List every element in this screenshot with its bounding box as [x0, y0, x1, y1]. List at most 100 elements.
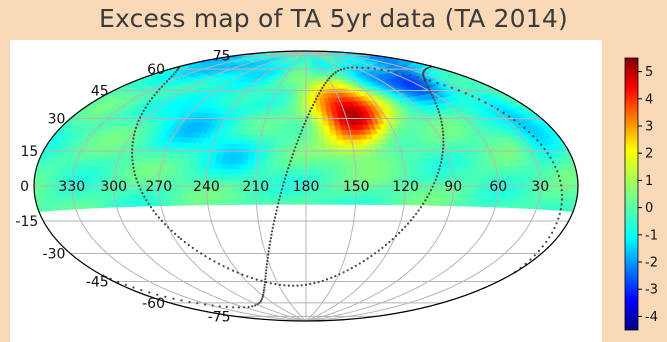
map-cell: [43, 183, 50, 191]
galactic-plane-dot: [407, 222, 410, 225]
galactic-plane-dot: [179, 237, 183, 241]
map-cell: [305, 97, 311, 103]
map-cell: [468, 183, 475, 190]
map-cell: [429, 199, 437, 206]
galactic-plane-dot: [424, 199, 427, 202]
map-cell: [424, 183, 432, 190]
supergalactic-plane-dot: [270, 233, 273, 236]
map-cell: [389, 158, 398, 165]
map-cell: [225, 189, 234, 195]
supergalactic-plane-dot: [265, 266, 268, 269]
supergalactic-plane-dot: [273, 219, 276, 222]
galactic-plane-dot: [165, 80, 168, 83]
supergalactic-plane-dot: [262, 293, 265, 296]
map-cell: [462, 183, 469, 191]
supergalactic-plane-dot: [443, 84, 446, 87]
map-cell: [174, 167, 183, 175]
map-cell: [292, 199, 300, 205]
map-cell: [338, 159, 346, 165]
map-cell: [318, 159, 327, 165]
map-cell: [226, 199, 234, 206]
galactic-plane-dot: [227, 267, 230, 270]
supergalactic-plane-dot: [264, 275, 267, 278]
map-cell: [416, 168, 425, 175]
supergalactic-plane-dot: [319, 89, 322, 92]
supergalactic-plane-dot: [296, 139, 299, 142]
galactic-plane-dot: [195, 249, 198, 252]
map-cell: [292, 169, 300, 175]
map-cell: [295, 106, 302, 112]
map-cell: [137, 172, 145, 179]
supergalactic-plane-dot: [272, 223, 275, 226]
supergalactic-plane-dot: [232, 306, 235, 309]
supergalactic-plane-dot: [140, 289, 143, 292]
map-cell: [305, 129, 313, 136]
map-cell: [246, 163, 254, 170]
supergalactic-plane-dot: [251, 305, 254, 308]
galactic-plane-dot: [440, 161, 443, 164]
map-cell: [485, 172, 493, 179]
map-cell: [325, 163, 333, 170]
supergalactic-plane-dot: [278, 198, 281, 201]
map-cell: [295, 111, 302, 117]
map-cell: [509, 183, 516, 191]
galactic-plane-dot: [338, 273, 341, 276]
map-cell: [279, 149, 288, 155]
map-cell: [305, 134, 313, 141]
chart-title: Excess map of TA 5yr data (TA 2014): [99, 4, 568, 33]
map-cell: [369, 153, 378, 160]
supergalactic-plane-dot: [518, 123, 521, 126]
supergalactic-plane-dot: [294, 146, 297, 149]
map-cell: [467, 189, 475, 196]
map-cell: [285, 179, 293, 185]
galactic-plane-dot: [304, 283, 308, 286]
map-cell: [305, 88, 311, 94]
map-cell: [239, 163, 248, 170]
galactic-plane-dot: [426, 195, 429, 199]
galactic-plane-dot: [430, 93, 433, 96]
map-cell: [258, 194, 267, 200]
map-cell: [318, 168, 327, 175]
map-cell: [509, 177, 516, 185]
supergalactic-plane-dot: [148, 291, 151, 294]
map-cell: [337, 149, 345, 155]
map-cell: [336, 139, 344, 145]
map-cell: [324, 144, 332, 150]
supergalactic-plane-dot: [532, 135, 535, 138]
map-cell: [232, 199, 241, 205]
map-cell: [514, 189, 522, 197]
map-cell: [325, 169, 334, 175]
galactic-plane-dot: [231, 269, 235, 272]
galactic-plane-dot: [208, 257, 211, 260]
galactic-plane-dot: [422, 202, 425, 205]
galactic-plane-dot: [384, 243, 387, 246]
map-cell: [219, 184, 227, 190]
map-cell: [343, 148, 352, 155]
map-cell: [562, 183, 569, 191]
map-cell: [384, 168, 393, 175]
map-cell: [311, 144, 320, 150]
map-cell: [225, 184, 233, 190]
galactic-plane-dot: [442, 144, 445, 147]
dec-tick-label: -45: [86, 275, 109, 291]
galactic-plane-dot: [204, 255, 207, 258]
map-cell: [436, 178, 445, 185]
supergalactic-plane-dot: [318, 92, 321, 95]
galactic-plane-dot: [439, 117, 442, 120]
supergalactic-plane-dot: [302, 126, 305, 129]
map-cell: [325, 189, 334, 195]
map-cell: [259, 163, 267, 170]
map-cell: [259, 168, 267, 175]
supergalactic-plane-dot: [268, 247, 271, 250]
map-cell: [365, 194, 373, 200]
map-cell: [356, 148, 365, 155]
map-cell: [149, 194, 158, 201]
map-cell: [372, 173, 380, 180]
galactic-plane-dot: [334, 275, 337, 278]
galactic-plane-dot: [131, 144, 134, 147]
map-cell: [247, 153, 256, 160]
supergalactic-plane-dot: [291, 153, 294, 156]
map-cell: [378, 173, 387, 180]
map-cell: [338, 169, 347, 175]
galactic-plane-dot: [342, 271, 345, 274]
